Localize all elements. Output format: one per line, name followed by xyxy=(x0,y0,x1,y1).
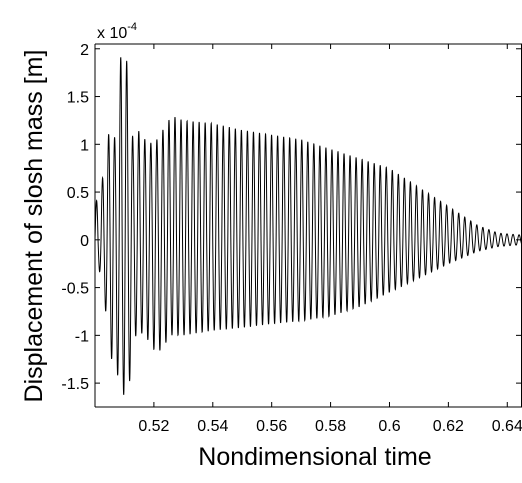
y-tick-label: 0 xyxy=(80,233,89,250)
ticks-layer: 0.52 0.54 0.56 0.58 0.6 0.62 0.64 2 1.5 1 0.5 0 -0.5… xyxy=(61,42,522,435)
series-line-0 xyxy=(95,57,522,395)
y-tick-label: -0.5 xyxy=(61,281,89,298)
y-axis-title: Displacement of slosh mass [m] xyxy=(20,50,48,403)
y-tick-label: -1 xyxy=(75,328,89,345)
x-tick-label: 0.58 xyxy=(315,418,346,435)
y-tick-label: 1.5 xyxy=(67,90,89,107)
y-tick-label: 1 xyxy=(80,137,89,154)
y-tick-label: -1.5 xyxy=(61,376,89,393)
y-tick-label: 0.5 xyxy=(67,185,89,202)
x-tick-label: 0.54 xyxy=(197,418,228,435)
x-tick-label: 0.64 xyxy=(492,418,522,435)
y-multiplier-label: x 10-4 xyxy=(97,21,137,42)
x-tick-label: 0.52 xyxy=(138,418,169,435)
x-axis-title: Nondimensional time xyxy=(198,443,431,471)
plot-area-background xyxy=(95,44,522,407)
y-multiplier-exponent: -4 xyxy=(127,21,137,33)
y-tick-label: 2 xyxy=(80,42,89,59)
x-tick-label: 0.6 xyxy=(378,418,400,435)
series-layer xyxy=(95,57,522,395)
x-tick-label: 0.62 xyxy=(433,418,464,435)
y-multiplier-prefix: x 10 xyxy=(97,25,127,42)
x-tick-label: 0.56 xyxy=(256,418,287,435)
